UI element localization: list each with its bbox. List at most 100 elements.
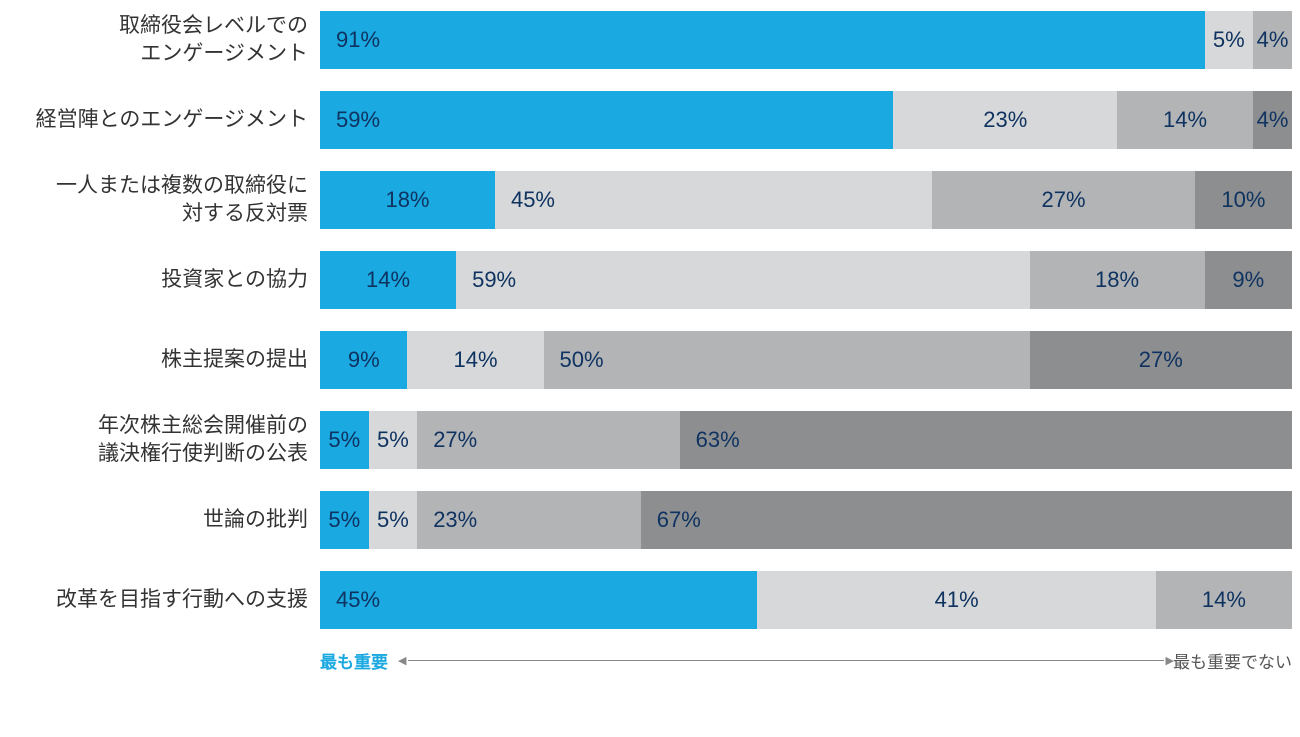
bar-segment: 45% bbox=[495, 171, 932, 229]
bar-segment: 5% bbox=[369, 411, 418, 469]
segment-value: 4% bbox=[1257, 107, 1289, 133]
bar-segment: 9% bbox=[1205, 251, 1292, 309]
bar-segment: 45% bbox=[320, 571, 757, 629]
bar-segment: 10% bbox=[1195, 171, 1292, 229]
segment-value: 45% bbox=[511, 187, 555, 213]
row-label-line: 一人または複数の取締役に bbox=[56, 172, 308, 200]
bar: 5% 5% 27% 63% bbox=[320, 411, 1292, 469]
row-label: 経営陣とのエンゲージメント bbox=[0, 106, 320, 134]
segment-value: 27% bbox=[1139, 347, 1183, 373]
bar-segment: 23% bbox=[893, 91, 1117, 149]
legend-line bbox=[320, 660, 1292, 661]
row-label: 年次株主総会開催前の議決権行使判断の公表 bbox=[0, 412, 320, 469]
row-label-line: 株主提案の提出 bbox=[161, 346, 308, 374]
bar-segment: 5% bbox=[369, 491, 418, 549]
bar-segment: 27% bbox=[417, 411, 679, 469]
row-label: 投資家との協力 bbox=[0, 266, 320, 294]
segment-value: 5% bbox=[328, 507, 360, 533]
segment-value: 27% bbox=[433, 427, 477, 453]
chart-row: 経営陣とのエンゲージメント 59% 23% 14% 4% bbox=[0, 80, 1300, 160]
segment-value: 50% bbox=[560, 347, 604, 373]
segment-value: 14% bbox=[1163, 107, 1207, 133]
chart-row: 株主提案の提出 9% 14% 50% 27% bbox=[0, 320, 1300, 400]
bar: 45% 41% 14% bbox=[320, 571, 1292, 629]
segment-value: 5% bbox=[1213, 27, 1245, 53]
bar: 5% 5% 23% 67% bbox=[320, 491, 1292, 549]
bar-segment: 18% bbox=[1030, 251, 1205, 309]
bar-segment: 63% bbox=[680, 411, 1292, 469]
bar-segment: 23% bbox=[417, 491, 641, 549]
segment-value: 5% bbox=[328, 427, 360, 453]
bar-segment: 5% bbox=[320, 491, 369, 549]
bar-segment: 50% bbox=[544, 331, 1030, 389]
bar-segment: 4% bbox=[1253, 91, 1292, 149]
bar-segment: 5% bbox=[320, 411, 369, 469]
segment-value: 91% bbox=[336, 27, 380, 53]
bar-segment: 91% bbox=[320, 11, 1205, 69]
segment-value: 9% bbox=[1232, 267, 1264, 293]
segment-value: 23% bbox=[983, 107, 1027, 133]
chart-row: 改革を目指す行動への支援 45% 41% 14% bbox=[0, 560, 1300, 640]
bar-segment: 41% bbox=[757, 571, 1156, 629]
importance-scale-legend: ◀▶最も重要最も重要でない bbox=[320, 646, 1292, 676]
row-label-line: 年次株主総会開催前の bbox=[98, 412, 308, 440]
segment-value: 5% bbox=[377, 427, 409, 453]
stacked-bar-chart: 取締役会レベルでのエンゲージメント 91% 5% 4% 経営陣とのエンゲージメント 59%… bbox=[0, 0, 1300, 737]
bar: 91% 5% 4% bbox=[320, 11, 1292, 69]
segment-value: 5% bbox=[377, 507, 409, 533]
row-label-line: 世論の批判 bbox=[203, 506, 308, 534]
bar-segment: 59% bbox=[320, 91, 893, 149]
segment-value: 59% bbox=[336, 107, 380, 133]
arrow-left-icon: ◀ bbox=[398, 654, 406, 667]
bar: 18% 45% 27% 10% bbox=[320, 171, 1292, 229]
row-label: 世論の批判 bbox=[0, 506, 320, 534]
chart-row: 世論の批判 5% 5% 23% 67% bbox=[0, 480, 1300, 560]
chart-row: 取締役会レベルでのエンゲージメント 91% 5% 4% bbox=[0, 0, 1300, 80]
segment-value: 67% bbox=[657, 507, 701, 533]
row-label-line: 取締役会レベルでの bbox=[119, 12, 308, 40]
bar-segment: 14% bbox=[320, 251, 456, 309]
bar-segment: 27% bbox=[1030, 331, 1292, 389]
segment-value: 10% bbox=[1221, 187, 1265, 213]
bar: 9% 14% 50% 27% bbox=[320, 331, 1292, 389]
bar-segment: 18% bbox=[320, 171, 495, 229]
row-label: 株主提案の提出 bbox=[0, 346, 320, 374]
bar: 59% 23% 14% 4% bbox=[320, 91, 1292, 149]
row-label-line: 投資家との協力 bbox=[161, 266, 308, 294]
bar-segment: 14% bbox=[1117, 91, 1253, 149]
row-label: 一人または複数の取締役に対する反対票 bbox=[0, 172, 320, 229]
row-label-line: 経営陣とのエンゲージメント bbox=[36, 106, 308, 134]
segment-value: 4% bbox=[1257, 27, 1289, 53]
row-label: 取締役会レベルでのエンゲージメント bbox=[0, 12, 320, 69]
segment-value: 18% bbox=[385, 187, 429, 213]
bar-segment: 59% bbox=[456, 251, 1029, 309]
segment-value: 14% bbox=[366, 267, 410, 293]
legend-most-important: 最も重要 bbox=[320, 648, 388, 673]
chart-row: 一人または複数の取締役に対する反対票 18% 45% 27% 10% bbox=[0, 160, 1300, 240]
segment-value: 14% bbox=[453, 347, 497, 373]
segment-value: 27% bbox=[1042, 187, 1086, 213]
segment-value: 59% bbox=[472, 267, 516, 293]
chart-row: 投資家との協力 14% 59% 18% 9% bbox=[0, 240, 1300, 320]
segment-value: 9% bbox=[348, 347, 380, 373]
bar-segment: 67% bbox=[641, 491, 1292, 549]
bar-segment: 27% bbox=[932, 171, 1194, 229]
legend-least-important: 最も重要でない bbox=[1173, 648, 1292, 673]
bar: 14% 59% 18% 9% bbox=[320, 251, 1292, 309]
bar-segment: 5% bbox=[1205, 11, 1254, 69]
segment-value: 45% bbox=[336, 587, 380, 613]
row-label-line: エンゲージメント bbox=[140, 40, 308, 68]
bar-segment: 4% bbox=[1253, 11, 1292, 69]
row-label-line: 議決権行使判断の公表 bbox=[98, 440, 308, 468]
segment-value: 23% bbox=[433, 507, 477, 533]
row-label-line: 対する反対票 bbox=[182, 200, 308, 228]
bar-segment: 14% bbox=[407, 331, 543, 389]
segment-value: 18% bbox=[1095, 267, 1139, 293]
bar-segment: 14% bbox=[1156, 571, 1292, 629]
chart-row: 年次株主総会開催前の議決権行使判断の公表 5% 5% 27% 63% bbox=[0, 400, 1300, 480]
bar-segment: 9% bbox=[320, 331, 407, 389]
segment-value: 63% bbox=[696, 427, 740, 453]
row-label: 改革を目指す行動への支援 bbox=[0, 586, 320, 614]
segment-value: 14% bbox=[1202, 587, 1246, 613]
segment-value: 41% bbox=[935, 587, 979, 613]
